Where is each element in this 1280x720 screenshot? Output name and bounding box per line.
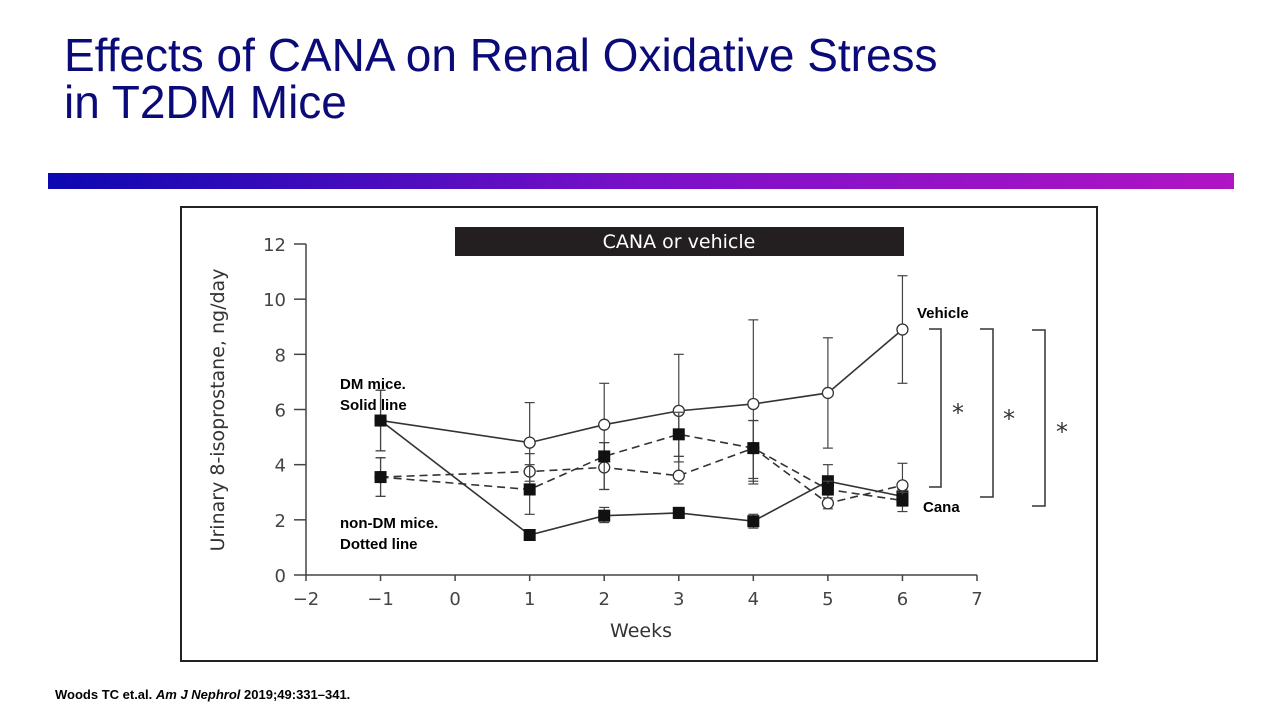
x-tick-label: 2 <box>598 589 609 610</box>
y-tick-label: 6 <box>275 401 286 422</box>
significance-bracket-1 <box>929 328 942 488</box>
data-point <box>747 442 760 455</box>
data-point <box>747 397 760 411</box>
y-tick-label: 4 <box>275 456 286 477</box>
vehicle-label: Vehicle <box>917 305 969 322</box>
data-point <box>523 529 536 542</box>
data-point <box>523 483 536 496</box>
title-line-2: in T2DM Mice <box>64 76 347 128</box>
x-tick-label: 7 <box>971 589 982 610</box>
data-point <box>374 414 387 427</box>
dm-label-1: DM mice. <box>340 376 406 393</box>
title-line-1: Effects of CANA on Renal Oxidative Stres… <box>64 29 938 81</box>
y-tick-label: 8 <box>275 345 286 366</box>
data-point <box>523 436 536 449</box>
data-point <box>896 323 909 336</box>
y-tick-label: 0 <box>275 566 286 587</box>
data-point <box>747 515 760 528</box>
citation-details: 2019;49:331–341. <box>244 687 351 702</box>
data-point <box>821 386 835 400</box>
significance-bracket-2 <box>980 328 994 498</box>
dm-label-2: Solid line <box>340 397 407 414</box>
significance-asterisk-3: * <box>1056 418 1068 446</box>
y-tick-label: 2 <box>275 511 286 532</box>
data-point <box>896 479 909 492</box>
data-point <box>598 418 611 431</box>
series-non-dm-cana <box>374 411 909 515</box>
series-dm-vehicle <box>374 275 909 485</box>
significance-asterisk-2: * <box>1003 405 1015 433</box>
data-point <box>374 471 387 484</box>
cana-label: Cana <box>923 499 960 516</box>
slide-title: Effects of CANA on Renal Oxidative Stres… <box>64 32 938 126</box>
data-point <box>598 450 611 463</box>
x-tick-label: 5 <box>822 589 833 610</box>
x-tick-label: −1 <box>367 589 394 610</box>
x-tick-label: 0 <box>449 589 460 610</box>
data-point <box>598 509 611 522</box>
significance-asterisk-1: * <box>952 399 964 427</box>
x-tick-label: 1 <box>524 589 535 610</box>
data-point <box>821 497 835 510</box>
accent-bar <box>48 173 1234 189</box>
nondm-label-1: non-DM mice. <box>340 515 438 532</box>
x-tick-label: 3 <box>673 589 684 610</box>
x-tick-label: 6 <box>897 589 908 610</box>
series-line <box>380 328 903 444</box>
banner-box <box>455 227 904 256</box>
x-axis-label: Weeks <box>610 620 672 642</box>
figure-frame <box>180 206 1098 662</box>
citation: Woods TC et.al. Am J Nephrol 2019;49:331… <box>55 687 350 702</box>
data-point <box>672 428 685 441</box>
citation-journal: Am J Nephrol <box>155 687 241 702</box>
x-tick-label: −2 <box>293 589 320 610</box>
x-tick-label: 4 <box>748 589 759 610</box>
nondm-label-2: Dotted line <box>340 536 418 553</box>
banner-text: CANA or vehicle <box>603 231 756 253</box>
citation-authors: Woods TC et.al. <box>55 687 153 702</box>
y-axis-label: Urinary 8-isoprostane, ng/day <box>207 269 229 552</box>
data-point <box>672 469 685 482</box>
significance-bracket-3 <box>1032 329 1046 507</box>
y-tick-label: 10 <box>263 290 286 311</box>
data-point <box>821 483 834 496</box>
y-tick-label: 12 <box>263 235 286 256</box>
data-point <box>896 494 909 507</box>
data-point <box>672 506 685 519</box>
